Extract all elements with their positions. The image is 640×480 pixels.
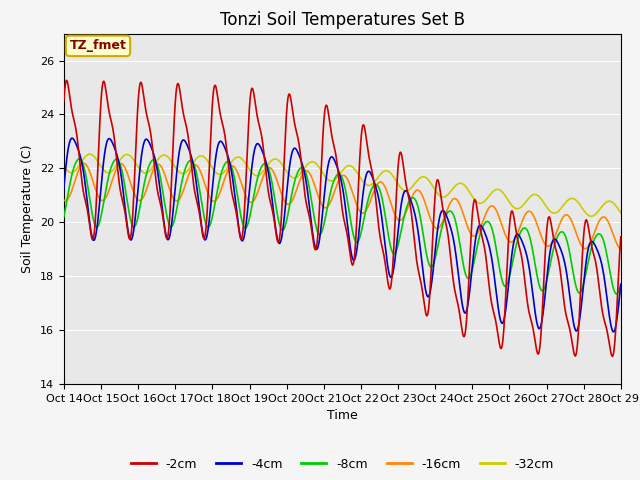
-4cm (365, 168, 373, 174)
Line: -32cm: -32cm (27, 154, 621, 216)
Text: TZ_fmet: TZ_fmet (70, 39, 127, 52)
-2cm (565, 323, 573, 329)
-8cm (137, 201, 145, 206)
-8cm (38, 156, 46, 161)
-32cm (49, 151, 56, 157)
-32cm (365, 182, 373, 188)
-16cm (480, 216, 488, 222)
-2cm (365, 155, 373, 161)
-4cm (610, 329, 618, 335)
-2cm (609, 353, 616, 359)
-8cm (116, 161, 124, 167)
-16cm (565, 214, 573, 219)
-16cm (116, 161, 124, 167)
Y-axis label: Soil Temperature (C): Soil Temperature (C) (22, 144, 35, 273)
-8cm (23, 214, 31, 219)
-32cm (23, 164, 31, 169)
-16cm (137, 197, 145, 203)
-32cm (480, 199, 488, 205)
-2cm (23, 95, 31, 101)
-4cm (31, 135, 39, 141)
-4cm (480, 228, 488, 233)
Line: -8cm: -8cm (27, 158, 621, 294)
-32cm (407, 185, 415, 191)
-4cm (617, 281, 625, 287)
-32cm (116, 157, 124, 163)
-2cm (480, 240, 488, 246)
-2cm (407, 206, 415, 212)
Line: -2cm: -2cm (27, 80, 621, 356)
Line: -4cm: -4cm (27, 138, 621, 332)
-8cm (480, 222, 488, 228)
-16cm (23, 197, 31, 203)
-32cm (137, 167, 145, 173)
-16cm (407, 197, 415, 203)
-8cm (617, 281, 625, 287)
-16cm (617, 247, 625, 252)
Line: -16cm: -16cm (27, 163, 621, 250)
-2cm (26, 77, 33, 83)
-2cm (116, 186, 124, 192)
-16cm (365, 201, 373, 207)
-32cm (617, 210, 625, 216)
-4cm (23, 183, 31, 189)
-8cm (407, 196, 415, 202)
-32cm (565, 196, 573, 202)
-4cm (565, 287, 573, 292)
X-axis label: Time: Time (327, 409, 358, 422)
Legend: -2cm, -4cm, -8cm, -16cm, -32cm: -2cm, -4cm, -8cm, -16cm, -32cm (125, 453, 559, 476)
-8cm (565, 246, 573, 252)
-4cm (116, 166, 124, 172)
-4cm (137, 160, 145, 166)
-32cm (588, 213, 595, 219)
-2cm (617, 234, 625, 240)
Title: Tonzi Soil Temperatures Set B: Tonzi Soil Temperatures Set B (220, 11, 465, 29)
-8cm (365, 193, 373, 199)
-2cm (137, 80, 145, 85)
-8cm (612, 291, 620, 297)
-4cm (407, 197, 415, 203)
-16cm (43, 160, 51, 166)
